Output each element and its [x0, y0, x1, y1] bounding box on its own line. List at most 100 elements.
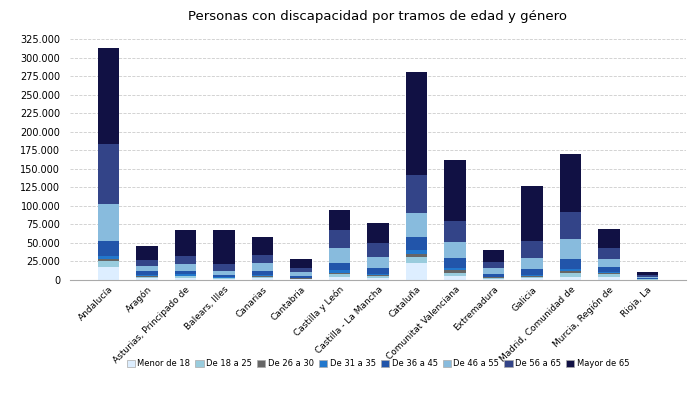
Bar: [444, 270, 466, 272]
Bar: [483, 274, 504, 276]
Bar: [598, 272, 620, 273]
Bar: [98, 268, 119, 280]
Bar: [368, 268, 388, 274]
Bar: [522, 240, 542, 258]
Bar: [329, 230, 350, 248]
Bar: [175, 271, 196, 274]
Bar: [252, 275, 273, 276]
Bar: [560, 272, 581, 273]
Bar: [406, 72, 427, 175]
Bar: [175, 274, 196, 276]
Bar: [406, 263, 427, 280]
Bar: [214, 264, 235, 271]
Bar: [329, 274, 350, 277]
Bar: [368, 223, 388, 243]
Bar: [637, 275, 658, 277]
Bar: [329, 248, 350, 263]
Bar: [368, 275, 388, 276]
Bar: [175, 230, 196, 256]
Bar: [368, 257, 388, 268]
Bar: [560, 212, 581, 239]
Bar: [444, 160, 466, 221]
Bar: [406, 175, 427, 213]
Bar: [483, 279, 504, 280]
Bar: [175, 276, 196, 278]
Bar: [136, 277, 158, 278]
Bar: [290, 268, 312, 272]
Bar: [483, 250, 504, 262]
Legend: Menor de 18, De 18 a 25, De 26 a 30, De 31 a 35, De 36 a 45, De 46 a 55, De 56 a: Menor de 18, De 18 a 25, De 26 a 30, De …: [123, 356, 633, 372]
Bar: [136, 246, 158, 260]
Bar: [444, 268, 466, 270]
Bar: [483, 277, 504, 278]
Bar: [406, 257, 427, 263]
Bar: [522, 270, 542, 275]
Bar: [290, 276, 312, 278]
Bar: [290, 259, 312, 268]
Bar: [136, 266, 158, 272]
Bar: [560, 259, 581, 269]
Bar: [406, 213, 427, 237]
Bar: [368, 274, 388, 275]
Bar: [329, 210, 350, 230]
Bar: [252, 278, 273, 280]
Bar: [637, 277, 658, 278]
Bar: [522, 275, 542, 276]
Bar: [214, 277, 235, 278]
Bar: [598, 258, 620, 267]
Bar: [329, 270, 350, 272]
Bar: [252, 237, 273, 255]
Bar: [522, 276, 542, 277]
Bar: [483, 268, 504, 274]
Bar: [637, 278, 658, 279]
Bar: [444, 242, 466, 258]
Bar: [136, 260, 158, 266]
Bar: [98, 262, 119, 268]
Bar: [290, 279, 312, 280]
Bar: [637, 272, 658, 275]
Bar: [136, 275, 158, 276]
Title: Personas con discapacidad por tramos de edad y género: Personas con discapacidad por tramos de …: [188, 10, 568, 23]
Bar: [98, 48, 119, 144]
Bar: [98, 258, 119, 262]
Bar: [290, 278, 312, 279]
Bar: [368, 243, 388, 257]
Bar: [560, 273, 581, 277]
Bar: [252, 263, 273, 270]
Bar: [406, 250, 427, 254]
Bar: [136, 278, 158, 280]
Bar: [98, 241, 119, 256]
Bar: [252, 255, 273, 263]
Bar: [598, 229, 620, 248]
Bar: [522, 186, 542, 240]
Bar: [214, 279, 235, 280]
Bar: [560, 239, 581, 259]
Bar: [522, 278, 542, 280]
Bar: [214, 271, 235, 275]
Bar: [560, 269, 581, 272]
Bar: [598, 273, 620, 274]
Bar: [444, 272, 466, 276]
Bar: [598, 267, 620, 272]
Bar: [252, 270, 273, 275]
Bar: [368, 276, 388, 278]
Bar: [598, 248, 620, 258]
Bar: [329, 277, 350, 280]
Bar: [252, 277, 273, 278]
Bar: [98, 144, 119, 204]
Bar: [368, 278, 388, 280]
Bar: [214, 278, 235, 279]
Bar: [175, 256, 196, 264]
Bar: [406, 237, 427, 250]
Bar: [329, 263, 350, 270]
Bar: [175, 278, 196, 280]
Bar: [598, 274, 620, 277]
Bar: [290, 272, 312, 276]
Bar: [98, 256, 119, 258]
Bar: [522, 258, 542, 270]
Bar: [444, 276, 466, 280]
Bar: [483, 262, 504, 268]
Bar: [98, 204, 119, 241]
Bar: [214, 275, 235, 277]
Bar: [522, 277, 542, 278]
